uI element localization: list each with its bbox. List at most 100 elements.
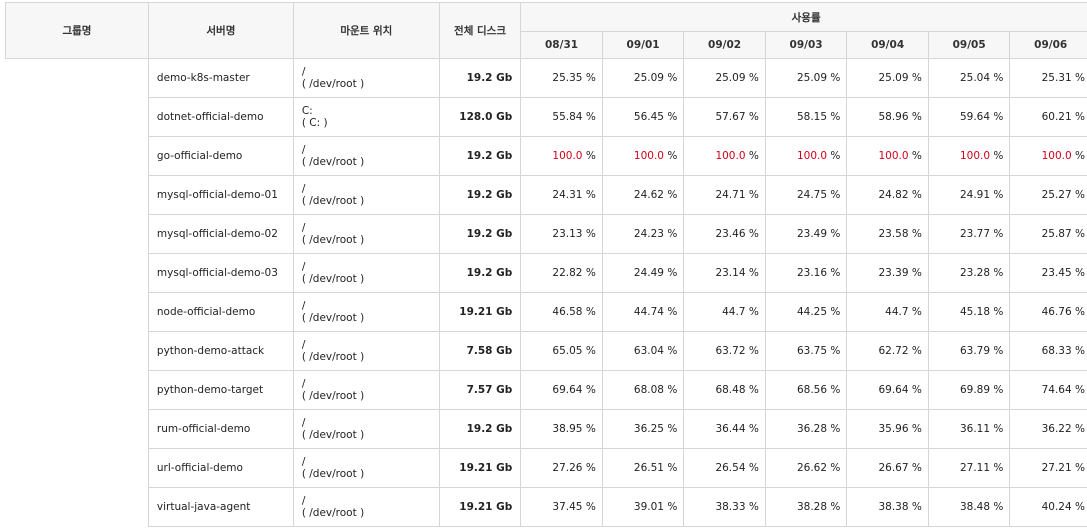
- total-disk-cell: 19.2 Gb: [438, 253, 522, 293]
- usage-unit: %: [830, 423, 841, 435]
- mount-cell: C:( C: ): [292, 97, 440, 137]
- usage-unit: %: [911, 228, 922, 240]
- usage-unit: %: [748, 111, 759, 123]
- usage-value: 36.25: [633, 423, 664, 435]
- usage-unit: %: [667, 306, 678, 318]
- mount-device: ( /dev/root ): [301, 390, 365, 402]
- table-row[interactable]: mysql-official-demo-01/( /dev/root ) 19.2…: [6, 175, 1087, 215]
- usage-cell: 69.64 %: [846, 370, 929, 410]
- usage-value: 25.09: [796, 72, 828, 84]
- mount-cell: /( /dev/root ): [292, 214, 440, 254]
- usage-value: 63.75: [796, 345, 828, 357]
- usage-value: 24.49: [633, 267, 664, 279]
- table-row[interactable]: mysql-official-demo-02/( /dev/root ) 19.2…: [6, 214, 1087, 254]
- disk-usage-table: 그룹명 서버명 마운트 위치 전체 디스크 사용률 08/31 09/01 09/0…: [5, 2, 1087, 527]
- usage-cell: 40.24 %: [1009, 487, 1087, 527]
- header-mount[interactable]: 마운트 위치: [292, 2, 440, 59]
- mount-path: /: [301, 222, 306, 234]
- usage-value: 69.64: [552, 384, 583, 396]
- header-total-disk[interactable]: 전체 디스크: [438, 2, 522, 59]
- usage-unit: %: [585, 384, 596, 396]
- usage-unit: %: [911, 501, 922, 513]
- usage-value: 46.76: [1041, 306, 1072, 318]
- table-row[interactable]: demo-k8s-master /( /dev/root ) 19.2 Gb 25.3…: [5, 58, 1087, 527]
- usage-cell: 38.95 %: [520, 409, 603, 449]
- usage-value: 25.09: [633, 72, 664, 84]
- usage-unit: %: [667, 72, 678, 84]
- usage-cell: 63.75 %: [764, 331, 848, 371]
- header-date[interactable]: 08/31: [520, 31, 603, 59]
- mount-device: ( /dev/root ): [301, 507, 365, 519]
- usage-value: 25.35: [552, 72, 583, 84]
- usage-unit: %: [585, 150, 596, 162]
- usage-value: 27.26: [552, 462, 583, 474]
- table-row[interactable]: url-official-demo /( /dev/root ) 19.21 Gb 2…: [6, 448, 1087, 488]
- header-date[interactable]: 09/03: [764, 31, 848, 59]
- table-row[interactable]: go-official-demo /( /dev/root ) 19.2 Gb 100…: [6, 136, 1087, 176]
- header-date[interactable]: 09/05: [927, 31, 1011, 59]
- table-row[interactable]: dotnet-official-demo C:( C: ) 128.0 Gb 55.8…: [6, 97, 1087, 137]
- usage-unit: %: [993, 501, 1004, 513]
- usage-unit: %: [993, 111, 1004, 123]
- usage-cell: 23.39 %: [846, 253, 929, 293]
- usage-value: 63.04: [633, 345, 664, 357]
- usage-value: 24.71: [715, 189, 746, 201]
- usage-cell: 26.54 %: [683, 448, 766, 488]
- table-row[interactable]: python-demo-target /( /dev/root ) 7.57 Gb 6…: [6, 370, 1087, 410]
- header-group[interactable]: 그룹명: [5, 2, 149, 59]
- usage-unit: %: [993, 423, 1004, 435]
- usage-unit: %: [667, 462, 678, 474]
- mount-cell: /( /dev/root ): [292, 370, 440, 410]
- usage-unit: %: [1075, 189, 1085, 201]
- usage-unit: %: [585, 111, 596, 123]
- header-date[interactable]: 09/04: [846, 31, 929, 59]
- server-name-cell: url-official-demo: [147, 448, 294, 488]
- mount-device: ( /dev/root ): [301, 78, 365, 90]
- usage-unit: %: [830, 345, 841, 357]
- usage-cell: 57.67 %: [683, 97, 766, 137]
- usage-cell: 69.64 %: [520, 370, 603, 410]
- table-row[interactable]: python-demo-attack /( /dev/root ) 7.58 Gb 6…: [6, 331, 1087, 371]
- usage-value: 26.67: [878, 462, 909, 474]
- mount-device: ( /dev/root ): [301, 156, 365, 168]
- usage-value: 58.15: [796, 111, 828, 123]
- usage-cell: 38.48 %: [927, 487, 1011, 527]
- usage-cell: 44.7 %: [683, 292, 766, 332]
- server-name-cell: mysql-official-demo-03: [147, 253, 294, 293]
- header-date[interactable]: 09/01: [601, 31, 685, 59]
- total-disk-cell: 19.2 Gb: [438, 58, 522, 98]
- usage-cell: 23.45 %: [1009, 253, 1087, 293]
- mount-cell: /( /dev/root ): [292, 58, 440, 98]
- usage-cell: 24.82 %: [846, 175, 929, 215]
- usage-unit: %: [585, 501, 596, 513]
- usage-unit: %: [993, 384, 1004, 396]
- table-row[interactable]: virtual-java-agent /( /dev/root ) 19.21 Gb…: [6, 487, 1087, 527]
- usage-unit: %: [748, 306, 759, 318]
- usage-value: 44.7: [722, 306, 746, 318]
- header-server[interactable]: 서버명: [147, 2, 294, 59]
- server-name-cell: demo-k8s-master: [147, 58, 294, 98]
- usage-value: 62.72: [878, 345, 909, 357]
- table-row[interactable]: mysql-official-demo-03/( /dev/root ) 19.2…: [6, 253, 1087, 293]
- header-date[interactable]: 09/06: [1009, 31, 1087, 59]
- usage-cell: 25.35 %: [520, 58, 603, 98]
- table-row[interactable]: node-official-demo /( /dev/root ) 19.21 Gb…: [6, 292, 1087, 332]
- usage-value: 57.67: [715, 111, 746, 123]
- usage-cell: 26.62 %: [764, 448, 848, 488]
- usage-cell: 23.13 %: [520, 214, 603, 254]
- usage-cell: 38.38 %: [846, 487, 929, 527]
- usage-cell: 25.31 %: [1009, 58, 1087, 98]
- usage-value: 26.51: [633, 462, 664, 474]
- usage-cell: 46.76 %: [1009, 292, 1087, 332]
- usage-cell: 46.58 %: [520, 292, 603, 332]
- usage-unit: %: [1075, 150, 1085, 162]
- usage-cell: 25.87 %: [1009, 214, 1087, 254]
- usage-unit: %: [667, 384, 678, 396]
- header-date[interactable]: 09/02: [683, 31, 766, 59]
- table-row[interactable]: rum-official-demo /( /dev/root ) 19.2 Gb 38…: [6, 409, 1087, 449]
- usage-cell: 24.31 %: [520, 175, 603, 215]
- mount-path: /: [301, 183, 306, 195]
- usage-value: 68.33: [1041, 345, 1072, 357]
- usage-unit: %: [667, 150, 678, 162]
- mount-path: /: [301, 456, 306, 468]
